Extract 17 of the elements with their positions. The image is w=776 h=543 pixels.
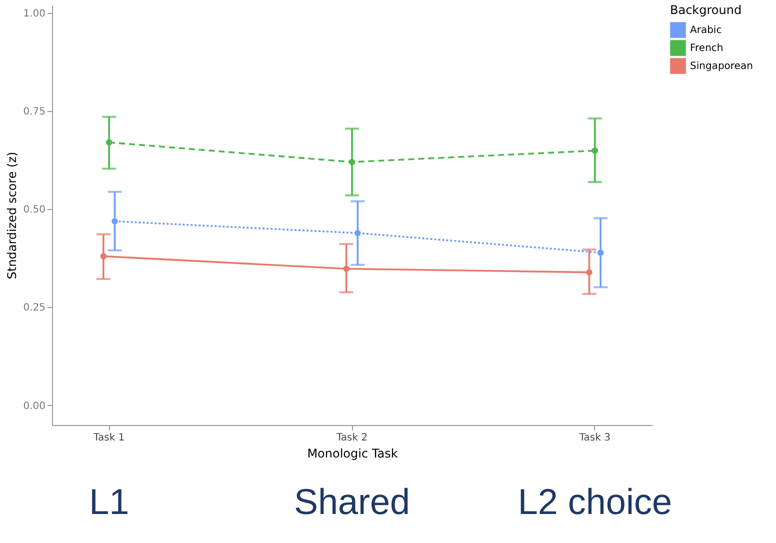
text: L1 — [89, 481, 130, 522]
y-tick-label: 0.75 — [23, 106, 46, 118]
legend-label: French — [690, 43, 724, 54]
x-tick-label: Task 3 — [578, 432, 610, 444]
text: Shared — [294, 481, 410, 522]
x-tick-label: Task 2 — [335, 432, 368, 444]
x-tick-label: Task 1 — [92, 432, 125, 444]
y-axis-title: Stndardized score (z) — [5, 152, 20, 280]
legend-title: Background — [670, 3, 742, 17]
legend-label: Singaporean — [690, 61, 753, 72]
y-tick-label: 0.25 — [23, 302, 46, 314]
y-tick-label: 0.00 — [23, 400, 46, 412]
x-axis-title: Monologic Task — [307, 446, 398, 460]
text: L2 choice — [518, 481, 672, 522]
y-tick-label: 1.00 — [23, 8, 46, 20]
legend-label: Arabic — [690, 25, 722, 36]
y-tick-label: 0.50 — [23, 204, 46, 216]
